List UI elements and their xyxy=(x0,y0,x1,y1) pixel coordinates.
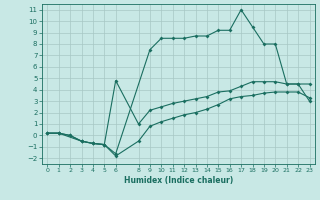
X-axis label: Humidex (Indice chaleur): Humidex (Indice chaleur) xyxy=(124,176,233,185)
